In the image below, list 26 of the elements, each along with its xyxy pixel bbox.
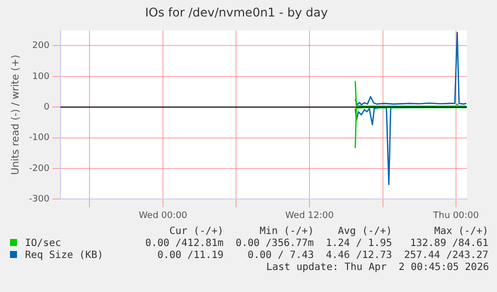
text: 1.24 / 1.95	[324, 238, 392, 250]
x-tick-label: Wed 00:00	[138, 210, 188, 221]
legend-label: IO/sec	[25, 238, 62, 249]
text: 0.00 / 7.43	[246, 250, 314, 262]
legend-label: Req Size (KB)	[25, 250, 104, 261]
text: Cur (-/+)	[168, 226, 224, 238]
text: Max (-/+)	[433, 226, 488, 238]
text: 0.00 /412.81m	[144, 238, 224, 250]
y-tick-label: 100	[32, 72, 50, 82]
chart-title: IOs for /dev/nvme0n1 - by day	[145, 5, 328, 20]
text: Last update: Thu Apr 2 00:45:05 2026	[266, 262, 489, 273]
y-tick-label: -200	[28, 164, 50, 174]
text: 4.46 /12.73	[324, 250, 392, 262]
y-tick-label: 0	[44, 102, 50, 112]
x-tick-label: Wed 12:00	[285, 210, 334, 221]
text: 0.00 /356.77m	[234, 238, 314, 250]
y-tick-label: 200	[32, 41, 50, 52]
text: Min (-/+)	[258, 226, 314, 238]
text: Avg (-/+)	[336, 226, 392, 238]
y-axis-title: Units read (-) / write (+)	[10, 54, 22, 175]
text: 257.44 /243.27	[403, 250, 488, 262]
x-tick-label: Thu 00:00	[432, 210, 480, 221]
y-tick-label: -100	[28, 133, 50, 144]
text: 132.89 /84.61	[409, 238, 488, 250]
y-tick-label: -300	[28, 194, 50, 205]
text: 0.00 /11.19	[156, 250, 224, 262]
